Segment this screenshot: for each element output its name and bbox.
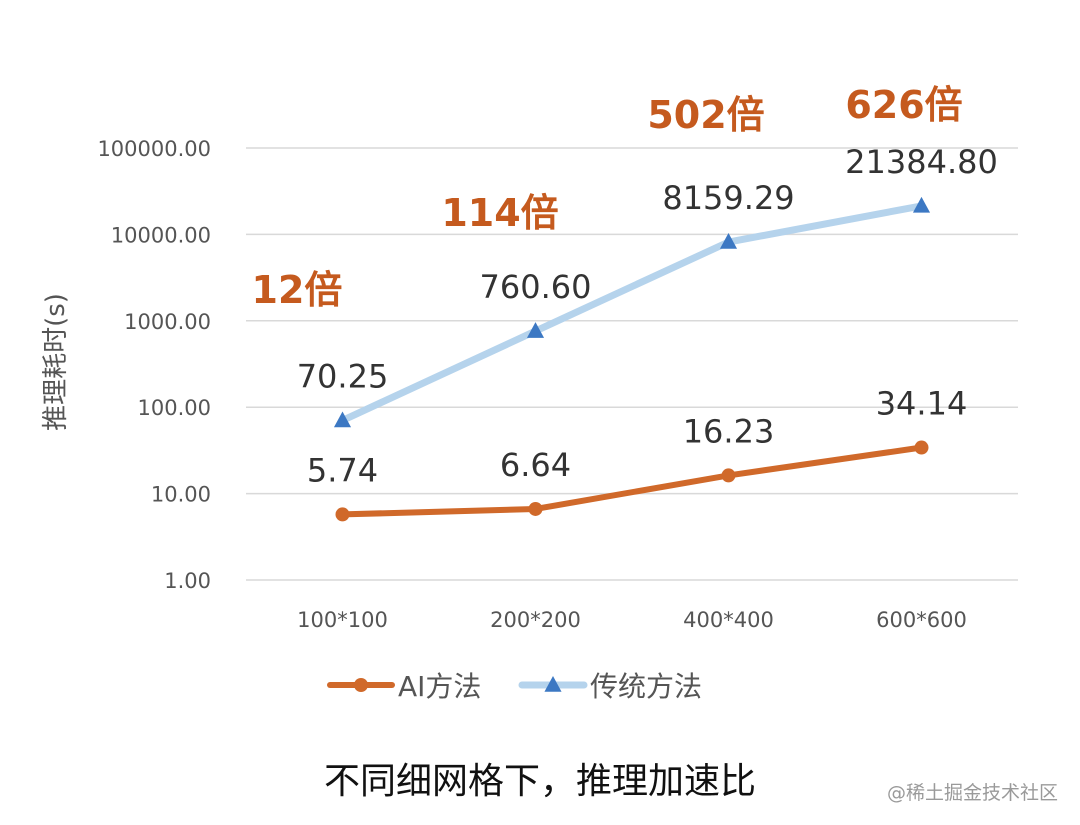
y-tick-label: 1.00	[164, 569, 211, 593]
data-point	[914, 440, 929, 455]
legend-marker-traditional	[544, 676, 562, 692]
y-axis-label: 推理耗时(s)	[41, 293, 71, 431]
series-line	[339, 444, 925, 518]
x-axis-ticks: 100*100 200*200 400*400 600*600	[297, 608, 967, 632]
data-label: 5.74	[307, 451, 378, 489]
x-tick-label: 400*400	[683, 608, 774, 632]
series-layer: 5.74 6.64 16.23 34.14 70.25 760.60 8159.29 2138…	[297, 143, 998, 522]
series-traditional: 70.25 760.60 8159.29 21384.80	[297, 143, 998, 428]
data-label: 760.60	[480, 268, 592, 306]
data-point	[721, 468, 736, 483]
watermark: @稀土掘金技术社区	[886, 782, 1058, 804]
speedup-label: 12倍	[252, 268, 343, 312]
data-label: 34.14	[876, 385, 968, 423]
speedup-label: 626倍	[845, 83, 962, 127]
y-tick-label: 10.00	[151, 483, 211, 507]
y-axis-ticks: 1.00 10.00 100.00 1000.00 10000.00 100000.00	[97, 137, 211, 593]
speedup-label: 114倍	[441, 191, 558, 235]
data-label: 8159.29	[662, 179, 794, 217]
series-ai: 5.74 6.64 16.23 34.14	[307, 385, 967, 522]
data-label: 21384.80	[845, 143, 998, 181]
speedup-annotations: 12倍 114倍 502倍 626倍	[252, 83, 963, 312]
data-point	[335, 507, 350, 522]
speedup-label: 502倍	[647, 93, 764, 137]
data-label: 16.23	[683, 412, 775, 450]
data-point	[912, 196, 931, 213]
data-label: 70.25	[297, 357, 389, 395]
data-point	[526, 322, 545, 338]
x-tick-label: 100*100	[297, 608, 388, 632]
data-point	[719, 233, 738, 249]
chart-caption: 不同细网格下，推理加速比	[323, 761, 756, 802]
legend-label-ai: AI方法	[398, 670, 481, 703]
data-point	[528, 501, 543, 516]
y-tick-label: 1000.00	[124, 310, 211, 334]
y-tick-label: 100000.00	[97, 137, 211, 161]
legend-label-traditional: 传统方法	[590, 670, 702, 703]
x-tick-label: 200*200	[490, 608, 581, 632]
data-point	[333, 411, 352, 428]
series-line	[339, 202, 925, 424]
data-label: 6.64	[500, 446, 571, 484]
y-tick-label: 10000.00	[111, 223, 211, 247]
x-tick-label: 600*600	[876, 608, 967, 632]
legend-marker-ai	[354, 678, 368, 692]
legend: AI方法 传统方法	[327, 670, 702, 703]
line-chart: 1.0010.00100.001000.0010000.00100000.00 …	[41, 83, 1018, 703]
y-tick-label: 100.00	[138, 396, 211, 420]
